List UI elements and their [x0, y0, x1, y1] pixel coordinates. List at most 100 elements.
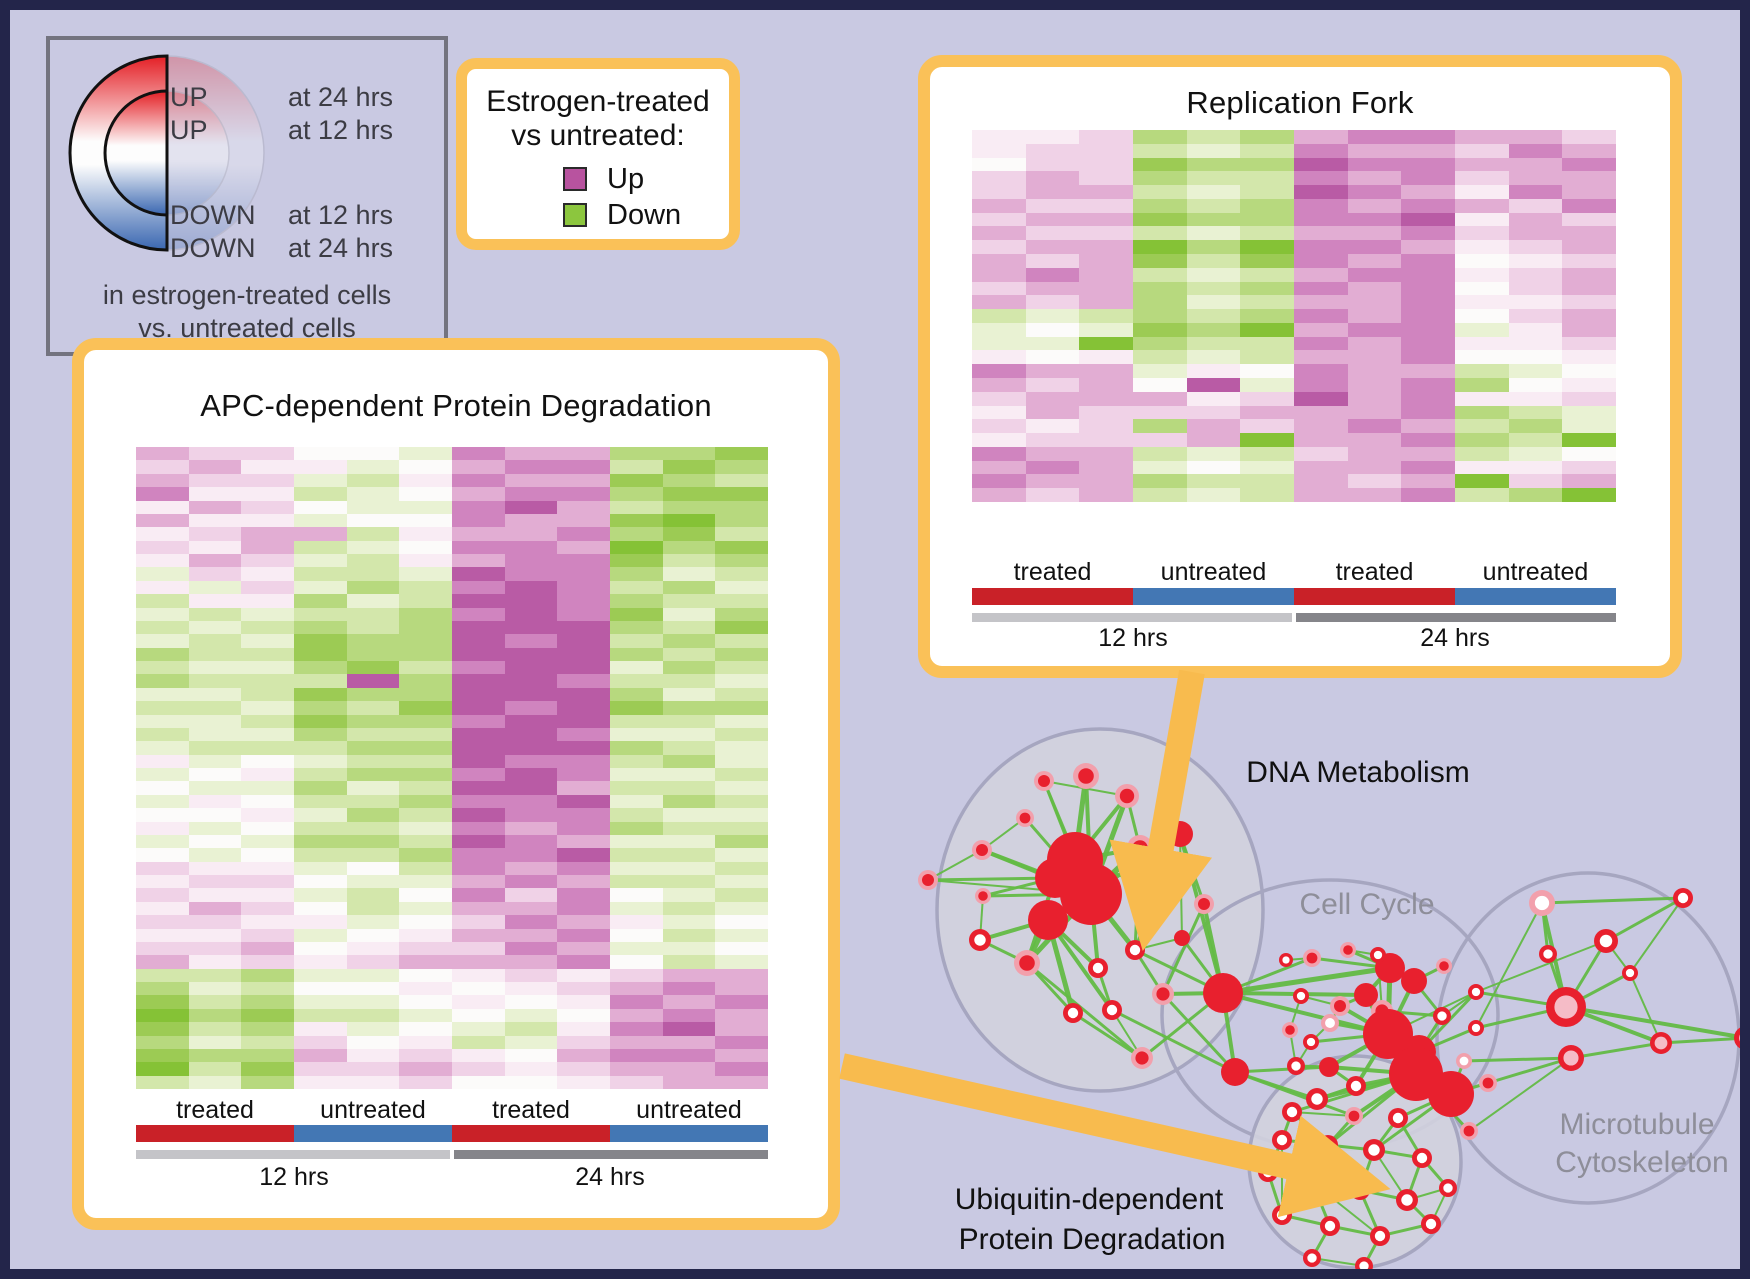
heatmap-cell — [504, 661, 558, 675]
heatmap-cell — [1186, 377, 1241, 392]
heatmap-cell — [662, 687, 716, 702]
heatmap-cell — [1294, 267, 1348, 282]
heatmap-cell — [346, 768, 400, 782]
heatmap-cell — [136, 861, 189, 875]
heatmap-cell — [399, 727, 452, 742]
heatmap-cell — [662, 941, 716, 956]
heatmap-cell — [715, 554, 768, 568]
gene-node-center — [1482, 1077, 1494, 1089]
heatmap-cell — [294, 647, 347, 661]
heatmap-cell — [1079, 377, 1133, 392]
heatmap-cell — [610, 567, 663, 581]
heatmap-cell — [504, 1062, 558, 1076]
heatmap-cell — [399, 888, 452, 902]
heatmap-cell — [1347, 295, 1402, 310]
heatmap-cell — [504, 995, 558, 1009]
heatmap-cell — [1079, 419, 1133, 434]
heatmap-cell — [610, 447, 663, 461]
heatmap-cell — [1025, 281, 1080, 296]
heatmap-cell — [1347, 405, 1402, 420]
heatmap-cell — [1508, 405, 1563, 420]
heatmap-cell — [1401, 460, 1455, 475]
ring-row-dir-2: DOWN — [170, 200, 256, 230]
heatmap-cell — [557, 513, 610, 528]
heatmap-cell — [557, 1048, 610, 1063]
heatmap-cell — [1186, 474, 1241, 489]
heatmap-cell — [346, 848, 400, 862]
untreated-bar — [1133, 588, 1294, 605]
heatmap-cell — [1562, 198, 1616, 213]
heatmap-cell — [136, 781, 189, 795]
heatmap-cell — [136, 540, 189, 554]
heatmap-cell — [399, 674, 452, 688]
heatmap-cell — [1455, 226, 1509, 241]
heatmap-cell — [452, 460, 505, 474]
heatmap-cell — [1240, 391, 1294, 406]
heatmap-cell — [504, 727, 558, 742]
heatmap-cell — [188, 447, 242, 461]
gene-node — [1203, 973, 1243, 1013]
heatmap-cell — [610, 768, 663, 782]
heatmap-cell — [557, 1075, 610, 1089]
heatmap-cell — [972, 240, 1026, 254]
heatmap-cell — [662, 473, 716, 488]
heatmap-cell — [1186, 212, 1241, 227]
heatmap-cell — [662, 768, 716, 782]
heatmap-cell — [557, 901, 610, 916]
heatmap-cell — [504, 540, 558, 554]
heatmap-cell — [1562, 226, 1616, 241]
heatmap-cell — [557, 968, 610, 982]
heatmap-cell — [662, 754, 716, 768]
heatmap-cell — [662, 647, 716, 661]
heatmap-cell — [1455, 488, 1509, 502]
heatmap-cell — [136, 661, 189, 675]
heatmap-cell — [1347, 143, 1402, 158]
heatmap-cell — [241, 781, 294, 795]
heatmap-cell — [662, 634, 716, 648]
heatmap-cell — [294, 1075, 347, 1089]
heatmap-cell — [504, 500, 558, 514]
gene-node-center — [1599, 934, 1613, 948]
gene-node-center — [1350, 1080, 1362, 1092]
heatmap-cell — [1294, 474, 1348, 489]
heatmap-cell — [715, 487, 768, 501]
heatmap-cell — [715, 968, 768, 982]
heatmap-cell — [1240, 474, 1294, 489]
heatmap-cell — [1079, 433, 1133, 447]
heatmap-cell — [452, 1062, 505, 1076]
heatmap-cell — [294, 473, 347, 488]
heatmap-cell — [662, 808, 716, 822]
heatmap-cell — [452, 982, 505, 996]
network-edge — [1468, 1057, 1572, 1132]
heatmap-cell — [972, 391, 1026, 406]
heatmap-cell — [504, 647, 558, 661]
heatmap-cell — [1133, 171, 1187, 186]
heatmap-cell — [1079, 185, 1133, 199]
network-edge — [1161, 992, 1237, 1074]
gene-node-center — [1463, 1125, 1475, 1137]
gene-node-center — [978, 891, 988, 901]
heatmap-cell — [1240, 460, 1294, 475]
gene-node-center — [1291, 1061, 1301, 1071]
heatmap-cell — [399, 995, 452, 1009]
heatmap-cell — [610, 674, 663, 688]
panel-arrow-2 — [839, 1053, 1391, 1218]
heatmap-cell — [1133, 157, 1187, 172]
heatmap-cell — [1186, 336, 1241, 351]
heatmap-cell — [557, 915, 610, 929]
heatmap-cell — [188, 848, 242, 862]
heatmap-cell — [294, 540, 347, 554]
heatmap-cell — [294, 995, 347, 1009]
heatmap-cell — [1133, 295, 1187, 310]
heatmap-cell — [610, 634, 663, 648]
heatmap-cell — [610, 995, 663, 1009]
gene-node-center — [1416, 1152, 1428, 1164]
heatmap-cell — [662, 701, 716, 715]
heatmap-cell — [452, 594, 505, 608]
gene-node-center — [1359, 1261, 1369, 1269]
heatmap-cell — [294, 1022, 347, 1036]
heatmap-cell — [294, 928, 347, 942]
group-label-untreated-1: untreated — [320, 1096, 426, 1124]
heatmap-cell — [399, 527, 452, 541]
heatmap-cell — [399, 848, 452, 862]
